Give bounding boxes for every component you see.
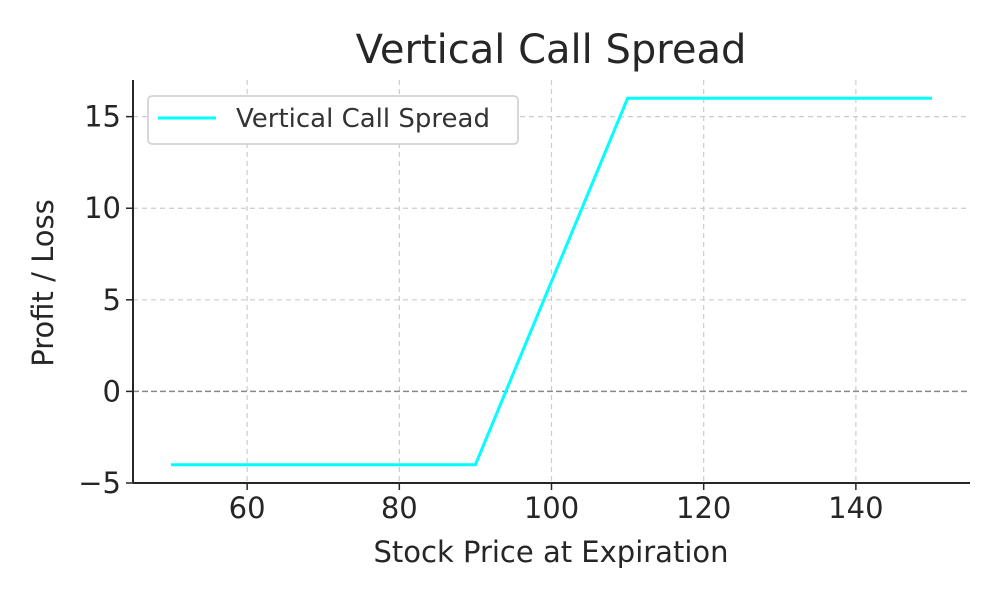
series-layer [171,96,932,467]
y-tick-label: 0 [103,374,121,408]
x-tick-label: 100 [524,491,579,525]
y-tick-label: 15 [84,100,121,134]
y-tick-label: 5 [103,283,121,317]
x-tick-label: 120 [676,491,731,525]
legend: Vertical Call Spread [147,95,519,145]
legend-label: Vertical Call Spread [236,104,490,134]
y-axis-label: Profit / Loss [26,199,60,366]
x-axis-label: Stock Price at Expiration [374,535,729,569]
y-tick-label: −5 [78,466,121,500]
x-tick-label: 140 [828,491,883,525]
y-tick-label: 10 [84,191,121,225]
chart-title: Vertical Call Spread [356,27,747,73]
legend-box [147,95,519,145]
series-line [171,96,932,467]
x-tick-label: 80 [381,491,418,525]
x-tick-label: 60 [229,491,266,525]
ticks: 60 80 100 120 140 −5 0 5 10 15 [78,100,883,525]
